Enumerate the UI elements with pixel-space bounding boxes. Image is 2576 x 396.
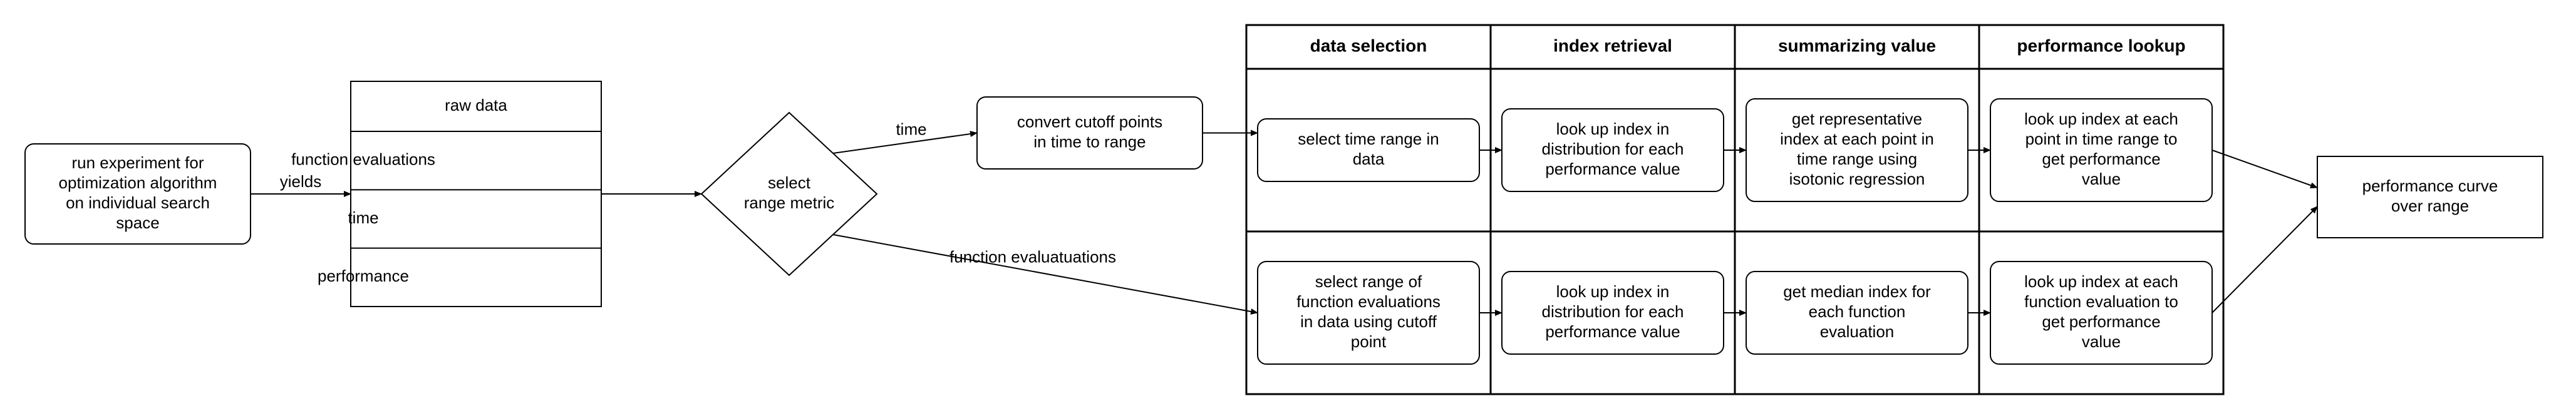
svg-text:function evaluation to: function evaluation to: [2024, 292, 2178, 311]
svg-text:on individual search: on individual search: [66, 193, 210, 212]
svg-text:time: time: [896, 120, 926, 139]
svg-text:over range: over range: [2391, 196, 2469, 215]
svg-text:value: value: [2082, 170, 2121, 188]
edge: [2212, 206, 2317, 313]
svg-text:data selection: data selection: [1310, 36, 1427, 55]
svg-text:in time to range: in time to range: [1033, 132, 1146, 151]
svg-text:function evaluations: function evaluations: [1296, 292, 1441, 311]
svg-text:point: point: [1351, 332, 1387, 351]
svg-text:time: time: [348, 208, 378, 227]
svg-text:each function: each function: [1809, 302, 1906, 321]
svg-text:range metric: range metric: [744, 193, 835, 212]
svg-text:look up index in: look up index in: [1556, 282, 1670, 301]
svg-text:select: select: [768, 173, 811, 192]
svg-text:function evaluations: function evaluations: [291, 150, 435, 169]
svg-text:run experiment for: run experiment for: [72, 153, 204, 172]
svg-text:look up index in: look up index in: [1556, 119, 1670, 138]
svg-text:distribution for each: distribution for each: [1542, 140, 1684, 158]
svg-text:point in time range to: point in time range to: [2025, 129, 2178, 148]
svg-text:look up index at each: look up index at each: [2024, 109, 2178, 128]
svg-text:index retrieval: index retrieval: [1553, 36, 1672, 55]
svg-text:value: value: [2082, 332, 2121, 351]
edge: [2212, 150, 2317, 188]
svg-text:isotonic regression: isotonic regression: [1789, 170, 1925, 188]
svg-text:data: data: [1353, 150, 1385, 168]
svg-text:get representative: get representative: [1792, 109, 1922, 128]
svg-text:performance lookup: performance lookup: [2017, 36, 2185, 55]
svg-text:get performance: get performance: [2042, 150, 2160, 168]
svg-text:select time range in: select time range in: [1298, 129, 1439, 148]
svg-text:function evaluatuations: function evaluatuations: [949, 247, 1116, 266]
svg-text:summarizing value: summarizing value: [1778, 36, 1936, 55]
svg-text:performance curve: performance curve: [2362, 176, 2498, 195]
svg-text:evaluation: evaluation: [1820, 322, 1895, 341]
svg-text:get median index for: get median index for: [1783, 282, 1931, 301]
svg-text:look up index at each: look up index at each: [2024, 272, 2178, 291]
svg-text:index at each point in: index at each point in: [1780, 129, 1934, 148]
svg-text:performance value: performance value: [1545, 322, 1680, 341]
svg-text:convert cutoff points: convert cutoff points: [1017, 112, 1162, 131]
edge: [833, 235, 1258, 313]
svg-text:time range using: time range using: [1797, 150, 1917, 168]
svg-text:select range of: select range of: [1315, 272, 1422, 291]
svg-text:raw data: raw data: [445, 96, 507, 114]
svg-text:performance value: performance value: [1545, 160, 1680, 178]
svg-text:get performance: get performance: [2042, 312, 2160, 331]
svg-text:yields: yields: [280, 172, 321, 191]
svg-text:performance: performance: [318, 267, 409, 285]
svg-text:distribution for each: distribution for each: [1542, 302, 1684, 321]
svg-text:in data using cutoff: in data using cutoff: [1300, 312, 1437, 331]
svg-text:space: space: [116, 213, 159, 232]
svg-text:optimization algorithm: optimization algorithm: [59, 173, 217, 192]
